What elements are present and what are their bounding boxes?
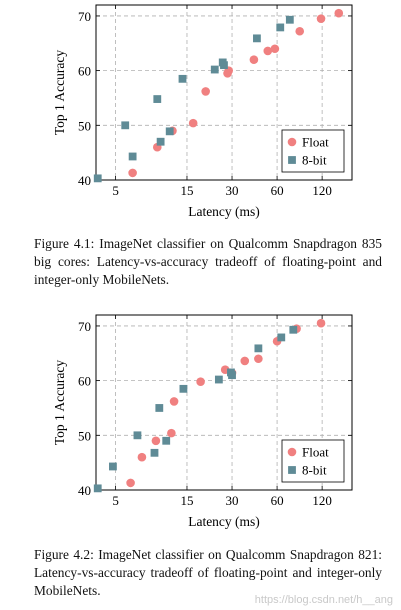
legend-label: 8-bit bbox=[302, 153, 327, 168]
float-data-point bbox=[126, 478, 135, 488]
y-tick-label: 70 bbox=[78, 319, 91, 334]
int8-data-point bbox=[285, 15, 294, 24]
int8-data-point bbox=[165, 127, 174, 136]
y-axis-label: Top 1 Accuracy bbox=[52, 50, 67, 136]
int8-data-point bbox=[179, 384, 188, 393]
int8-data-point bbox=[228, 371, 236, 380]
x-tick-label: 5 bbox=[112, 183, 119, 198]
legend-float-marker bbox=[287, 447, 297, 457]
int8-data-point bbox=[276, 23, 285, 32]
int8-data-point bbox=[277, 333, 286, 342]
legend-int8-marker bbox=[288, 466, 296, 474]
float-data-point bbox=[334, 8, 344, 18]
int8-data-point bbox=[93, 174, 102, 183]
float-data-point bbox=[169, 397, 179, 406]
watermark: https://blog.csdn.net/h__ang bbox=[254, 594, 393, 606]
y-tick-label: 40 bbox=[78, 483, 91, 498]
plot-frame bbox=[95, 314, 353, 491]
float-data-point bbox=[316, 318, 326, 328]
float-data-point bbox=[240, 356, 250, 366]
float-data-point bbox=[254, 354, 263, 364]
legend-float-marker bbox=[287, 137, 297, 147]
int8-data-point bbox=[156, 137, 165, 146]
int8-data-point bbox=[153, 95, 162, 103]
float-data-point bbox=[201, 87, 210, 96]
float-data-point bbox=[295, 26, 305, 36]
x-tick-label: 30 bbox=[226, 493, 239, 508]
x-axis-label: Latency (ms) bbox=[188, 204, 260, 219]
y-tick-label: 50 bbox=[78, 118, 91, 133]
y-axis-label: Top 1 Accuracy bbox=[52, 360, 67, 446]
x-tick-label: 30 bbox=[226, 183, 239, 198]
float-data-point bbox=[196, 377, 205, 387]
x-tick-label: 60 bbox=[271, 493, 284, 508]
y-tick-label: 50 bbox=[78, 428, 91, 443]
x-tick-label: 120 bbox=[312, 183, 332, 198]
float-data-point bbox=[263, 46, 273, 56]
x-tick-label: 15 bbox=[180, 493, 193, 508]
int8-data-point bbox=[128, 152, 137, 161]
int8-data-point bbox=[133, 431, 142, 440]
float-data-point bbox=[316, 14, 326, 23]
int8-data-point bbox=[178, 74, 187, 83]
int8-data-point bbox=[289, 325, 298, 334]
float-data-point bbox=[270, 44, 280, 54]
x-tick-label: 60 bbox=[271, 183, 284, 198]
x-tick-label: 120 bbox=[312, 493, 332, 508]
latency-accuracy-scatter-chart-1: 5 15 30 60 120 40 50 60 70 Latency (ms) Top 1 Accu… bbox=[52, 4, 353, 219]
float-data-point bbox=[137, 452, 147, 462]
float-data-point bbox=[249, 55, 259, 64]
int8-data-point bbox=[155, 404, 164, 412]
int8-data-point bbox=[121, 121, 130, 130]
plot-frame bbox=[95, 4, 353, 181]
int8-data-point bbox=[150, 448, 159, 457]
float-data-point bbox=[128, 168, 137, 178]
int8-data-point bbox=[254, 344, 263, 353]
float-data-point bbox=[188, 118, 198, 128]
int8-data-point bbox=[162, 436, 171, 445]
x-axis-label: Latency (ms) bbox=[188, 514, 260, 529]
legend-box bbox=[281, 129, 345, 173]
y-tick-label: 60 bbox=[78, 374, 91, 389]
y-tick-label: 40 bbox=[78, 173, 91, 188]
legend-label: Float bbox=[302, 445, 329, 460]
x-tick-label: 5 bbox=[112, 493, 119, 508]
y-tick-label: 60 bbox=[78, 64, 91, 79]
int8-data-point bbox=[220, 61, 228, 70]
float-data-point bbox=[167, 428, 176, 438]
int8-data-point bbox=[253, 34, 261, 43]
legend-label: Float bbox=[302, 135, 329, 150]
legend-box bbox=[281, 439, 345, 483]
legend-label: 8-bit bbox=[302, 463, 327, 478]
latency-accuracy-scatter-chart-2: 5 15 30 60 120 40 50 60 70 Latency (ms) Top 1 Accu… bbox=[52, 314, 353, 529]
x-tick-label: 15 bbox=[180, 183, 193, 198]
figure-caption: Figure 4.2: ImageNet classifier on Qualc… bbox=[34, 547, 382, 598]
int8-data-point bbox=[93, 484, 102, 493]
int8-data-point bbox=[109, 462, 117, 471]
int8-data-point bbox=[214, 375, 223, 384]
legend-int8-marker bbox=[288, 156, 296, 164]
y-tick-label: 70 bbox=[78, 9, 91, 24]
float-data-point bbox=[151, 436, 161, 446]
figure-caption: Figure 4.1: ImageNet classifier on Qualc… bbox=[34, 236, 382, 287]
int8-data-point bbox=[210, 65, 219, 74]
